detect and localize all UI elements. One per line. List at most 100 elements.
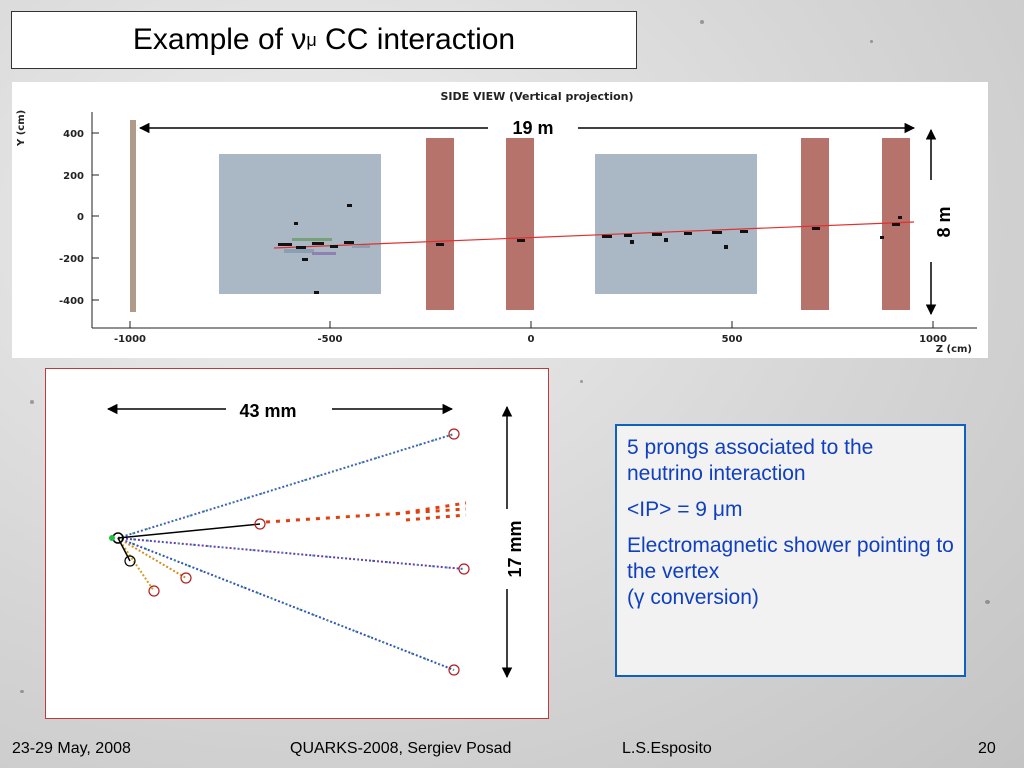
info-impact-parameter: <IP> = 9 μm (627, 497, 954, 523)
title-mu-subscript: μ (306, 29, 317, 50)
shower-hit (284, 249, 314, 253)
prong-endpoint (180, 572, 192, 584)
track-hit (602, 235, 612, 238)
background-speck (20, 690, 24, 693)
track-hit (347, 204, 352, 207)
y-tick-label: -400 (59, 296, 84, 307)
y-axis-label: Y (cm) (16, 110, 27, 147)
x-tick-label: 0 (528, 334, 535, 345)
vertex-zoom-svg: 43 mm 17 mm (106, 401, 525, 679)
prong-endpoint (148, 585, 160, 597)
track-hit (892, 223, 900, 226)
prong-2 (117, 537, 465, 570)
shower-hits (284, 238, 370, 255)
x-axis-label: Z (cm) (936, 344, 972, 355)
x-tick-label: -1000 (114, 334, 146, 345)
background-speck (30, 400, 34, 404)
footer-conference: QUARKS-2008, Sergiev Posad (290, 740, 512, 757)
y-tick-label: 0 (77, 212, 84, 223)
vertex-hit (109, 535, 115, 541)
side-view-title: SIDE VIEW (Vertical projection) (440, 90, 633, 103)
info-ip-mu: μ (712, 498, 725, 521)
info-gamma: (γ conversion) (627, 585, 954, 611)
prong-endpoint (458, 563, 470, 575)
target-block-2 (595, 154, 757, 294)
track-hit (517, 239, 525, 242)
em-shower-core (265, 507, 467, 524)
length-label: 19 m (512, 118, 553, 138)
vertex-zoom-panel: 43 mm 17 mm (45, 368, 549, 719)
y-tick-label: 200 (63, 171, 84, 182)
track-hit (296, 246, 306, 249)
info-box: 5 prongs associated to the neutrino inte… (615, 424, 966, 677)
track-hit (812, 227, 820, 230)
track-hit (624, 234, 632, 237)
info-prongs: 5 prongs associated to the neutrino inte… (627, 436, 874, 485)
side-view-plot: SIDE VIEW (Vertical projection) Y (cm) Z… (12, 82, 988, 358)
prong-1 (117, 433, 455, 539)
track-hit (330, 245, 338, 248)
y-tick-label: -200 (59, 254, 84, 265)
footer-page-number: 20 (978, 740, 996, 757)
x-tick-label: 1000 (919, 334, 947, 345)
shower-hit (312, 252, 336, 255)
background-speck (700, 20, 704, 24)
track-hit (302, 258, 308, 261)
vertical-label: 17 mm (505, 520, 525, 577)
spectrometer-magnet-2 (506, 138, 534, 310)
prong-endpoint (448, 428, 460, 440)
footer-date: 23-29 May, 2008 (12, 740, 131, 757)
track-hit (312, 242, 324, 245)
track-hit (684, 232, 692, 235)
track-hit (898, 216, 902, 219)
spectrometer-magnet-3 (801, 138, 829, 310)
info-ip-unit: m (724, 498, 743, 521)
muon-track (273, 221, 915, 249)
track-hit (724, 245, 728, 249)
track-hit (652, 233, 662, 236)
prong-3-hits (117, 537, 455, 671)
gamma-line (117, 523, 261, 539)
x-tick-label: -500 (317, 334, 342, 345)
prong-4 (117, 537, 155, 592)
info-shower: Electromagnetic shower pointing to the v… (627, 534, 954, 583)
x-tick-label: 500 (722, 334, 743, 345)
width-label: 43 mm (239, 401, 296, 421)
short-prong-line (117, 537, 131, 562)
em-shower-branch (405, 513, 467, 522)
info-gamma-text: conversion) (644, 586, 759, 609)
footer-author: L.S.Esposito (622, 740, 712, 757)
info-ip-prefix: <IP> = 9 (627, 498, 713, 521)
height-label: 8 m (934, 206, 954, 237)
prong-endpoint (124, 555, 136, 567)
prong-5 (117, 537, 187, 579)
track-hit (664, 238, 668, 242)
track-hit (630, 240, 634, 244)
track-hit (436, 243, 444, 246)
track-hit (294, 222, 298, 225)
title-nu-symbol: ν (291, 23, 307, 56)
gamma-conversion-point (254, 518, 266, 530)
background-speck (870, 40, 873, 43)
prong-endpoint (448, 664, 460, 676)
background-speck (985, 600, 990, 604)
title-prefix: Example of (132, 23, 292, 56)
shower-hit (292, 238, 332, 241)
track-hits (278, 204, 902, 294)
em-shower-branch (395, 501, 467, 516)
y-tick-label: 400 (63, 129, 84, 140)
shower-hit (352, 245, 370, 248)
track-hit (712, 231, 722, 234)
spectrometer-magnet-1 (426, 138, 454, 310)
track-hit (740, 230, 748, 233)
track-hit (278, 243, 292, 246)
veto-plane (130, 120, 136, 312)
background-speck (580, 380, 583, 383)
info-gamma-symbol: γ (634, 586, 645, 609)
info-gamma-open: ( (627, 586, 634, 609)
side-view-svg: SIDE VIEW (Vertical projection) Y (cm) Z… (16, 90, 977, 355)
track-hit (314, 291, 319, 294)
target-block-1 (219, 154, 381, 294)
track-hit (344, 241, 354, 244)
